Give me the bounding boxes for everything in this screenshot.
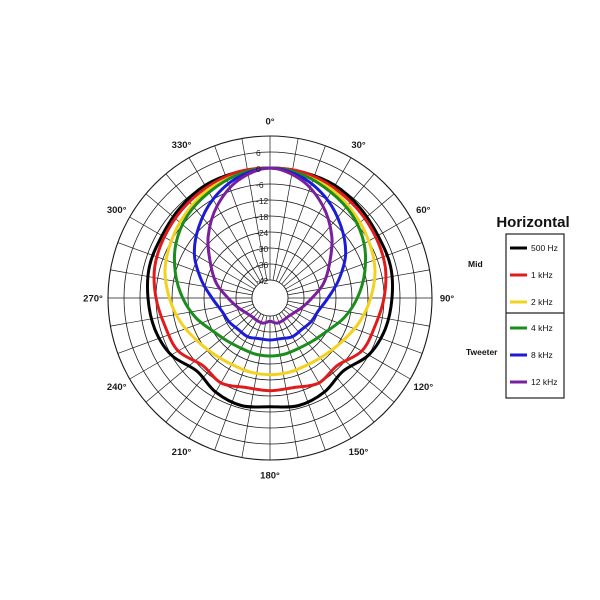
chart-title: Horizontal bbox=[496, 214, 569, 231]
angle-tick-label: 180° bbox=[260, 471, 280, 482]
legend-label-2: 2 kHz bbox=[531, 297, 553, 307]
angle-tick-labels: 0° 30° 60° 90° 120° 150° 180° 210° 240° 270° 300° 3… bbox=[83, 117, 454, 482]
grid-spoke bbox=[110, 300, 253, 327]
response-curves bbox=[145, 166, 395, 409]
grid-spoke bbox=[145, 309, 257, 403]
grid-spoke bbox=[117, 242, 254, 293]
grid-spoke bbox=[188, 157, 262, 283]
legend-entries: 500 Hz 1 kHz 2 kHz 4 kHz 8 kHz 12 kHz bbox=[510, 243, 558, 387]
angle-tick-label: 240° bbox=[107, 382, 127, 393]
angle-tick-label: 150° bbox=[349, 447, 369, 458]
series-line-3 bbox=[172, 166, 368, 358]
angle-tick-label: 210° bbox=[172, 447, 192, 458]
grid-spoke bbox=[129, 216, 255, 290]
grid-spoke bbox=[275, 145, 326, 282]
grid-spoke bbox=[129, 306, 255, 380]
legend-label-1: 1 kHz bbox=[531, 270, 553, 280]
radial-tick-label: 6 bbox=[256, 148, 261, 158]
series-line-5 bbox=[206, 166, 334, 325]
series-line-2 bbox=[163, 166, 377, 377]
angle-tick-label: 270° bbox=[83, 294, 103, 305]
angle-tick-label: 120° bbox=[413, 382, 433, 393]
radial-tick-label: -36 bbox=[256, 260, 269, 270]
angle-tick-label: 0° bbox=[265, 117, 274, 128]
radial-tick-label: -18 bbox=[256, 212, 269, 222]
grid-spoke bbox=[188, 313, 262, 439]
radial-tick-label: -12 bbox=[256, 196, 269, 206]
grid-spoke bbox=[145, 193, 257, 287]
grid-spoke bbox=[110, 269, 253, 296]
grid-spoke bbox=[165, 311, 259, 423]
angle-tick-label: 90° bbox=[440, 294, 455, 305]
grid-spoke bbox=[281, 311, 375, 423]
grid-spoke bbox=[286, 242, 423, 293]
grid-spoke bbox=[241, 138, 268, 281]
series-line-1 bbox=[152, 166, 388, 393]
legend-label-4: 8 kHz bbox=[531, 350, 553, 360]
radial-tick-label: -42 bbox=[256, 276, 269, 286]
grid-spoke bbox=[285, 306, 411, 380]
grid-spoke bbox=[283, 309, 395, 403]
legend-group-tweeter: Tweeter bbox=[466, 347, 498, 357]
legend-box bbox=[505, 233, 565, 399]
radial-tick-label: -30 bbox=[256, 244, 269, 254]
legend-group-mid: Mid bbox=[468, 259, 483, 269]
grid-spoke bbox=[272, 138, 299, 281]
angle-tick-label: 60° bbox=[416, 205, 431, 216]
center-hole bbox=[251, 279, 289, 317]
grid-spoke bbox=[287, 269, 430, 296]
series-line-0 bbox=[145, 166, 395, 409]
radial-tick-labels: 6 0 -6 -12 -18 -24 -30 -36 -42 bbox=[256, 148, 269, 286]
grid-spoke bbox=[285, 216, 411, 290]
angle-tick-label: 330° bbox=[172, 140, 192, 151]
legend-label-5: 12 kHz bbox=[531, 377, 557, 387]
grid-spoke bbox=[278, 157, 352, 283]
grid-spoke bbox=[281, 173, 375, 285]
radial-tick-label: -6 bbox=[256, 180, 264, 190]
grid-spoke bbox=[287, 300, 430, 327]
angle-tick-label: 300° bbox=[107, 205, 127, 216]
grid-spoke bbox=[278, 313, 352, 439]
radial-tick-label: 0 bbox=[256, 164, 261, 174]
angle-tick-label: 30° bbox=[351, 140, 366, 151]
legend: Horizontal Mid Tweeter 500 Hz 1 kHz 2 kHz 4… bbox=[466, 214, 570, 399]
center-hole-circle bbox=[251, 279, 289, 317]
legend-label-3: 4 kHz bbox=[531, 323, 553, 333]
grid-spoke bbox=[165, 173, 259, 285]
series-line-4 bbox=[192, 166, 348, 342]
radial-tick-label: -24 bbox=[256, 228, 269, 238]
legend-label-0: 500 Hz bbox=[531, 243, 558, 253]
grid-spoke bbox=[283, 193, 395, 287]
grid-spoke bbox=[214, 145, 265, 282]
